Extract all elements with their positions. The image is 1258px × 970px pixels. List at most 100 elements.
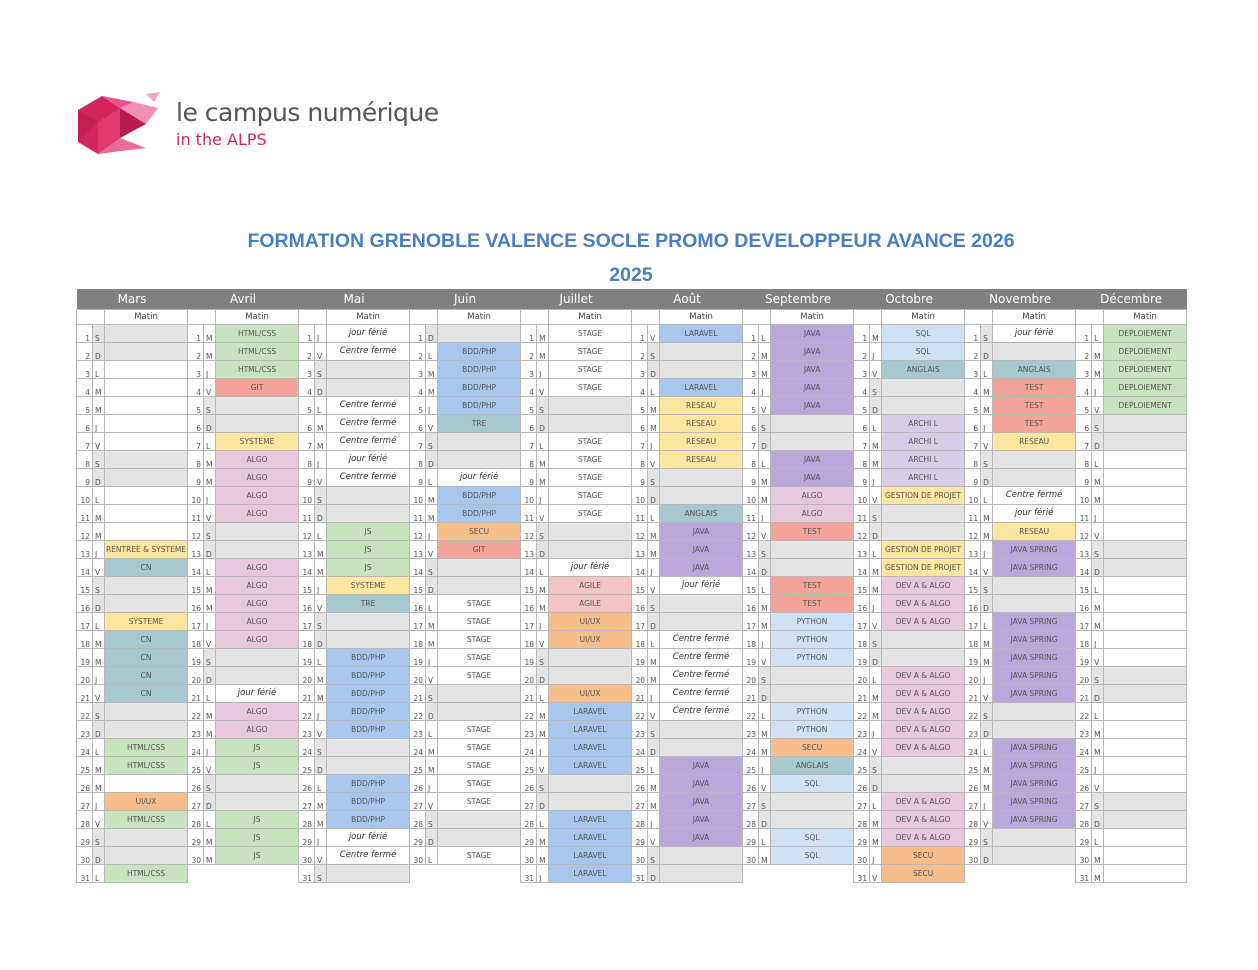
activity-cell: JAVA SPRING [992,684,1077,703]
day-row: 4 M 4 V GIT 4 D 4 M BDD/PHP 4 V STAGE 4 L LARAVEL 4 J JAVA… [76,378,1188,397]
day-number: 20 [853,666,871,685]
empty-activity [1103,738,1188,757]
day-row: 5 M 5 S 5 L Centre fermé 5 J BDD/PHP 5 S 5 M RESEAU 5 V J… [76,396,1188,415]
weekday-letter: D [869,648,883,667]
activity-cell: GIT [215,378,300,397]
weekday-letter: J [647,558,661,577]
weekday-letter: D [647,486,661,505]
day-number: 27 [964,792,982,811]
day-number: 25 [298,756,316,775]
weekday-letter: J [203,360,217,379]
session-header: Matin [103,309,189,325]
activity-cell: JAVA [659,540,744,559]
header-spacer [76,309,105,325]
empty-activity [659,486,744,505]
weekday-letter: M [647,540,661,559]
day-row: 7 V 7 L SYSTEME 7 M Centre fermé 7 S 7 L STAGE 7 J RESE… [76,432,1188,451]
weekday-letter: D [1091,558,1105,577]
weekday-letter: M [203,450,217,469]
day-number: 19 [631,648,649,667]
weekday-letter: S [1091,792,1105,811]
day-number: 10 [742,486,760,505]
weekday-letter: M [314,684,328,703]
weekday-letter: M [314,432,328,451]
empty-activity [215,648,300,667]
activity-cell: ANGLAIS [992,360,1077,379]
activity-cell: Centre fermé [326,396,411,415]
session-header: Matin [437,309,522,325]
activity-cell: DEV A & ALGO [881,594,966,613]
activity-cell: BDD/PHP [326,648,411,667]
empty-activity [103,396,189,415]
day-number: 24 [409,738,427,757]
weekday-letter: D [647,738,661,757]
day-number: 3 [187,360,205,379]
weekday-letter: V [536,504,550,523]
weekday-letter: V [314,342,328,361]
weekday-letter: J [980,666,994,685]
empty-cell [743,865,759,883]
empty-activity [326,504,411,523]
empty-activity [1103,558,1188,577]
weekday-letter: S [314,360,328,379]
activity-cell: STAGE [437,666,522,685]
activity-cell: BDD/PHP [326,792,411,811]
weekday-letter: M [869,450,883,469]
day-number: 29 [853,828,871,847]
day-number: 6 [742,414,760,433]
empty-activity [659,468,744,487]
weekday-letter: J [1091,630,1105,649]
day-number: 26 [853,774,871,793]
day-number: 1 [298,324,316,343]
weekday-letter: D [92,342,105,361]
weekday-letter: J [314,450,328,469]
page-year: 2025 [609,264,653,286]
weekday-letter: S [203,522,217,541]
weekday-letter: D [203,540,217,559]
day-number: 21 [1075,684,1093,703]
day-number: 22 [853,702,871,721]
day-number: 20 [631,666,649,685]
campus-logo: le campus numérique in the ALPS [76,88,439,160]
weekday-letter: S [869,504,883,523]
day-number: 27 [298,792,316,811]
empty-activity [659,846,744,865]
weekday-letter: S [92,450,105,469]
day-number: 24 [853,738,871,757]
activity-cell: BDD/PHP [326,702,411,721]
weekday-letter: M [536,324,550,343]
activity-cell: BDD/PHP [437,504,522,523]
day-number: 21 [76,684,93,703]
weekday-letter: V [758,648,772,667]
weekday-letter: V [869,360,883,379]
day-number: 20 [298,666,316,685]
day-row: 23 D 23 M ALGO 23 V BDD/PHP 23 L STAGE 23 M LARAVEL 23… [76,720,1188,739]
weekday-letter: D [758,810,772,829]
day-number: 17 [520,612,538,631]
activity-cell: STAGE [437,792,522,811]
day-number: 20 [1075,666,1093,685]
day-number: 27 [520,792,538,811]
day-number: 23 [742,720,760,739]
day-number: 4 [187,378,205,397]
day-number: 14 [298,558,316,577]
day-number: 15 [631,576,649,595]
day-number: 11 [298,504,316,523]
day-number: 15 [964,576,982,595]
weekday-letter: D [647,360,661,379]
weekday-letter: V [1091,648,1105,667]
day-number: 8 [187,450,205,469]
weekday-letter: M [869,810,883,829]
empty-activity [992,828,1077,847]
day-number: 17 [76,612,93,631]
day-number: 6 [409,414,427,433]
day-number: 18 [298,630,316,649]
day-number: 24 [76,738,93,757]
weekday-letter: S [314,486,328,505]
day-row: 11 M 11 V ALGO 11 D 11 M BDD/PHP 11 V STAGE 11 L ANGLAI… [76,504,1188,523]
day-number: 14 [853,558,871,577]
activity-cell: STAGE [437,720,522,739]
activity-cell: ANGLAIS [659,504,744,523]
activity-cell: DEV A & ALGO [881,792,966,811]
